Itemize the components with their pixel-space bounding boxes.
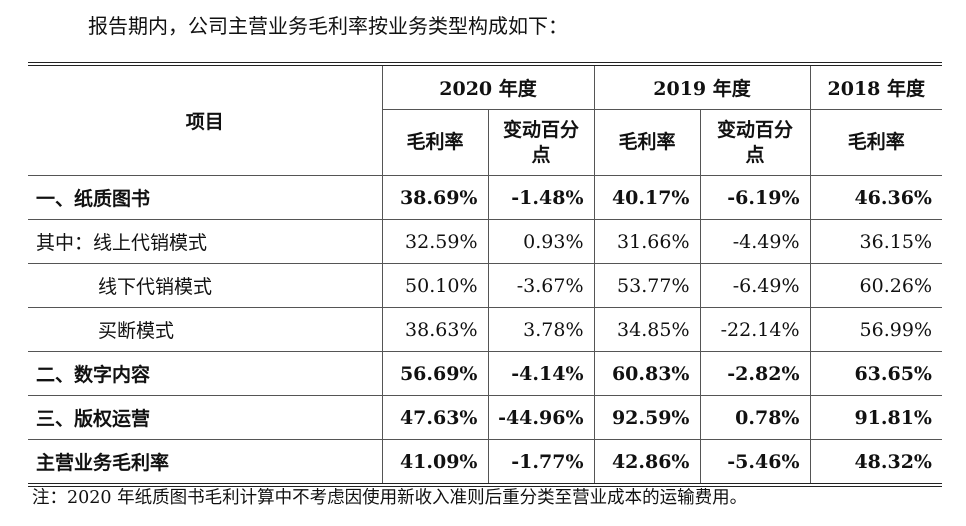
table-row: 买断模式 38.63% 3.78% 34.85% -22.14% 56.99% <box>28 307 942 352</box>
cell-gm-2018: 63.65% <box>809 351 942 396</box>
row-label: 买断模式 <box>28 307 383 352</box>
cell-gm-2020: 56.69% <box>381 351 489 396</box>
cell-gm-2019: 34.85% <box>593 307 701 352</box>
cell-change-2020: 3.78% <box>487 307 595 352</box>
table-row: 二、数字内容 56.69% -4.14% 60.83% -2.82% 63.65… <box>28 351 942 396</box>
cell-gm-2018: 46.36% <box>809 175 942 220</box>
cell-change-2020: -4.14% <box>487 351 595 396</box>
table-row: 其中：线上代销模式 32.59% 0.93% 31.66% -4.49% 36.… <box>28 219 942 264</box>
cell-change-2020: -1.77% <box>487 439 595 486</box>
row-label: 二、数字内容 <box>28 351 383 396</box>
cell-gm-2018: 48.32% <box>809 439 942 486</box>
cell-gm-2018: 91.81% <box>809 395 942 440</box>
cell-change-2020: 0.93% <box>487 219 595 264</box>
cell-gm-2020: 41.09% <box>381 439 489 486</box>
cell-change-2019: -6.19% <box>699 175 811 220</box>
cell-gm-2020: 38.63% <box>381 307 489 352</box>
cell-gm-2019: 92.59% <box>593 395 701 440</box>
cell-change-2019: -22.14% <box>699 307 811 352</box>
table-row: 线下代销模式 50.10% -3.67% 53.77% -6.49% 60.26… <box>28 263 942 308</box>
row-label: 一、纸质图书 <box>28 175 383 220</box>
cell-gm-2018: 60.26% <box>809 263 942 308</box>
table-row-total: 主营业务毛利率 41.09% -1.77% 42.86% -5.46% 48.3… <box>28 439 942 486</box>
cell-change-2019: -5.46% <box>699 439 811 486</box>
table-row: 一、纸质图书 38.69% -1.48% 40.17% -6.19% 46.36… <box>28 175 942 220</box>
cell-gm-2019: 31.66% <box>593 219 701 264</box>
cell-gm-2019: 42.86% <box>593 439 701 486</box>
gross-margin-table: 项目 2020 年度 2019 年度 2018 年度 毛利率 变动百分点 毛利率… <box>28 62 942 487</box>
header-year-2019: 2019 年度 <box>593 63 811 110</box>
cell-gm-2019: 60.83% <box>593 351 701 396</box>
row-label: 线下代销模式 <box>28 263 383 308</box>
header-row-years: 项目 2020 年度 2019 年度 2018 年度 <box>28 63 942 176</box>
cell-change-2020: -1.48% <box>487 175 595 220</box>
cell-gm-2020: 47.63% <box>381 395 489 440</box>
header-gross-margin-2019: 毛利率 <box>593 109 701 176</box>
cell-gm-2020: 38.69% <box>381 175 489 220</box>
cell-gm-2019: 40.17% <box>593 175 701 220</box>
row-label: 其中：线上代销模式 <box>28 219 383 264</box>
header-item: 项目 <box>28 63 383 176</box>
intro-text: 报告期内，公司主营业务毛利率按业务类型构成如下： <box>88 14 568 38</box>
cell-gm-2018: 56.99% <box>809 307 942 352</box>
header-year-2020: 2020 年度 <box>381 63 595 110</box>
cell-gm-2020: 50.10% <box>381 263 489 308</box>
header-gross-margin-2018: 毛利率 <box>809 109 942 176</box>
header-year-2018: 2018 年度 <box>809 63 942 110</box>
row-label: 三、版权运营 <box>28 395 383 440</box>
cell-change-2020: -44.96% <box>487 395 595 440</box>
header-gross-margin-2020: 毛利率 <box>382 109 489 176</box>
header-change-2019: 变动百分点 <box>699 109 811 176</box>
cell-gm-2018: 36.15% <box>809 219 942 264</box>
cell-change-2019: 0.78% <box>699 395 811 440</box>
header-change-2020: 变动百分点 <box>487 109 595 176</box>
cell-change-2019: -2.82% <box>699 351 811 396</box>
cell-gm-2020: 32.59% <box>381 219 489 264</box>
cell-change-2019: -6.49% <box>699 263 811 308</box>
cell-change-2020: -3.67% <box>487 263 595 308</box>
footnote: 注：2020 年纸质图书毛利计算中不考虑因使用新收入准则后重分类至营业成本的运输… <box>32 488 748 508</box>
table-row: 三、版权运营 47.63% -44.96% 92.59% 0.78% 91.81… <box>28 395 942 440</box>
cell-change-2019: -4.49% <box>699 219 811 264</box>
row-label: 主营业务毛利率 <box>28 439 383 486</box>
cell-gm-2019: 53.77% <box>593 263 701 308</box>
header-row-metrics: 毛利率 变动百分点 毛利率 变动百分点 毛利率 <box>28 109 942 176</box>
